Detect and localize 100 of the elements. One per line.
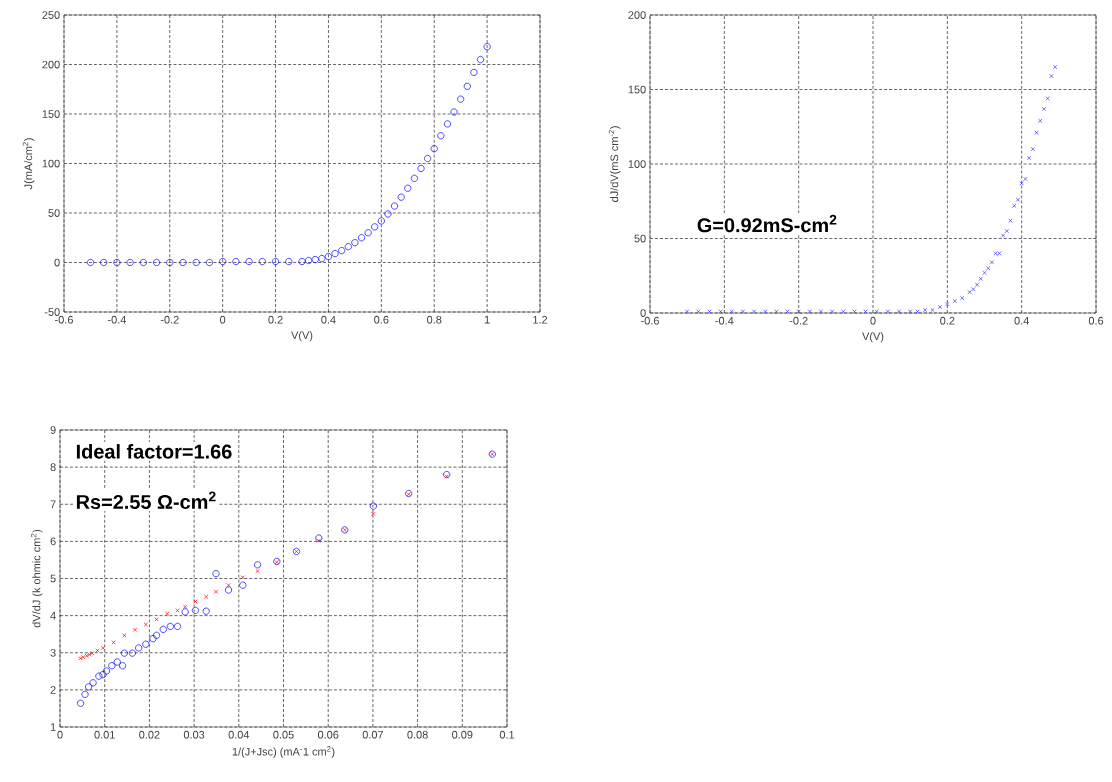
point [135, 644, 143, 652]
point [258, 257, 266, 266]
y-tick-label: 250 [42, 11, 60, 19]
point [285, 257, 293, 266]
y-tick-label: 1 [50, 723, 56, 731]
point [1019, 181, 1024, 186]
y-axis-title: J(mA/cm$^{2}$) [22, 138, 35, 190]
x-axis-title: 1/(J+Jsc) (mA$^{-}$1 cm$^{2}$) [232, 746, 335, 758]
point [174, 622, 182, 630]
point [81, 690, 89, 698]
point [696, 309, 701, 314]
point [357, 234, 366, 242]
point [922, 307, 928, 313]
y-tick-label: 150 [42, 110, 60, 118]
x-tick-label: -0.4 [107, 315, 126, 324]
point [1004, 228, 1009, 234]
point [254, 561, 262, 569]
y-tick-label: 8 [50, 463, 56, 472]
point [1008, 218, 1013, 223]
point [213, 589, 219, 595]
point [986, 266, 991, 271]
point [153, 258, 161, 267]
x-tick-label: 0.03 [183, 730, 205, 739]
point [1038, 118, 1043, 123]
y-tick-label: 50 [48, 209, 60, 217]
x-tick-label: 0.4 [321, 315, 336, 324]
point [166, 622, 174, 630]
point [316, 538, 321, 543]
point [159, 625, 167, 633]
point [149, 635, 157, 643]
point [165, 611, 170, 616]
point [960, 295, 965, 301]
point [245, 257, 253, 266]
point [179, 258, 187, 267]
point [483, 43, 491, 51]
point [937, 304, 943, 310]
x-tick-label: -0.4 [715, 316, 734, 325]
point [997, 251, 1002, 256]
point [751, 309, 757, 314]
y-tick-label: 200 [42, 60, 60, 69]
point [1034, 130, 1039, 135]
x-tick-label: 0.07 [362, 730, 384, 739]
y-tick-label: 100 [42, 159, 60, 168]
point [77, 699, 85, 707]
x-tick-label: 0.01 [94, 730, 115, 739]
point [89, 679, 97, 687]
point [1012, 203, 1017, 208]
point [1015, 197, 1021, 202]
point [457, 95, 465, 103]
x-tick-label: 0.1 [499, 730, 515, 739]
y-tick-label: 7 [50, 500, 56, 509]
point [113, 258, 121, 267]
y-tick-label: 4 [50, 611, 56, 620]
y-tick-label: 3 [50, 648, 56, 657]
x-tick-label: 0.6 [374, 315, 389, 324]
x-tick-label: -0.6 [55, 315, 73, 324]
y-tick-label: 0 [54, 258, 60, 267]
x-tick-label: 0.6 [1088, 316, 1104, 325]
y-axis-title: dV/dJ (k ohmic cm$^{2}$) [30, 529, 43, 628]
point [377, 217, 385, 225]
point [111, 640, 116, 645]
point [203, 594, 209, 599]
y-tick-label: 6 [50, 537, 56, 546]
point [371, 223, 379, 231]
point [1026, 155, 1032, 161]
point [166, 258, 174, 267]
point [718, 309, 723, 314]
point [424, 155, 432, 163]
x-tick-label: 0.2 [268, 315, 283, 324]
point [874, 309, 879, 314]
y-tick-label: 200 [628, 11, 646, 19]
x-tick-label: 0.09 [452, 730, 473, 739]
point [1000, 233, 1006, 238]
point [182, 604, 188, 609]
y-tick-label: 150 [628, 85, 646, 94]
point [1023, 176, 1028, 182]
x-axis-title: V(V) [862, 332, 884, 343]
point [1052, 64, 1058, 70]
point [476, 56, 485, 64]
y-tick-label: 9 [50, 426, 56, 434]
point [930, 307, 935, 313]
point [224, 586, 233, 594]
y-tick-label: 100 [628, 160, 646, 168]
x-tick-label: 0 [870, 316, 876, 325]
point [952, 298, 957, 304]
point [132, 627, 138, 632]
point [852, 309, 857, 314]
point [818, 309, 824, 314]
point [982, 270, 987, 275]
point [255, 568, 260, 574]
point [315, 534, 323, 542]
point [318, 255, 326, 263]
point [364, 229, 372, 237]
point [142, 640, 150, 648]
point [338, 247, 346, 255]
point [974, 282, 980, 287]
point [369, 502, 377, 510]
point [774, 309, 779, 314]
point [305, 256, 313, 265]
point [212, 570, 220, 578]
